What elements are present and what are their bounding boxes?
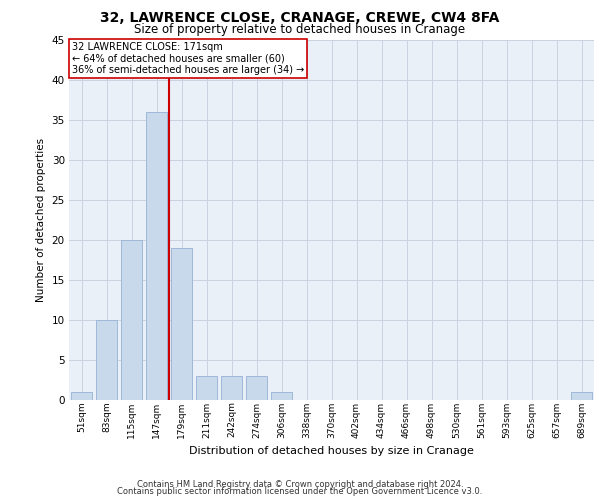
Bar <box>71 392 92 400</box>
Text: 32, LAWRENCE CLOSE, CRANAGE, CREWE, CW4 8FA: 32, LAWRENCE CLOSE, CRANAGE, CREWE, CW4 … <box>100 11 500 25</box>
Bar <box>96 320 117 400</box>
Bar <box>571 392 592 400</box>
X-axis label: Distribution of detached houses by size in Cranage: Distribution of detached houses by size … <box>189 446 474 456</box>
Text: Size of property relative to detached houses in Cranage: Size of property relative to detached ho… <box>134 22 466 36</box>
Bar <box>221 376 242 400</box>
Y-axis label: Number of detached properties: Number of detached properties <box>36 138 46 302</box>
Bar <box>196 376 217 400</box>
Text: Contains public sector information licensed under the Open Government Licence v3: Contains public sector information licen… <box>118 487 482 496</box>
Bar <box>271 392 292 400</box>
Bar <box>146 112 167 400</box>
Bar <box>246 376 267 400</box>
Bar <box>121 240 142 400</box>
Text: 32 LAWRENCE CLOSE: 171sqm
← 64% of detached houses are smaller (60)
36% of semi-: 32 LAWRENCE CLOSE: 171sqm ← 64% of detac… <box>71 42 304 75</box>
Bar <box>171 248 192 400</box>
Text: Contains HM Land Registry data © Crown copyright and database right 2024.: Contains HM Land Registry data © Crown c… <box>137 480 463 489</box>
